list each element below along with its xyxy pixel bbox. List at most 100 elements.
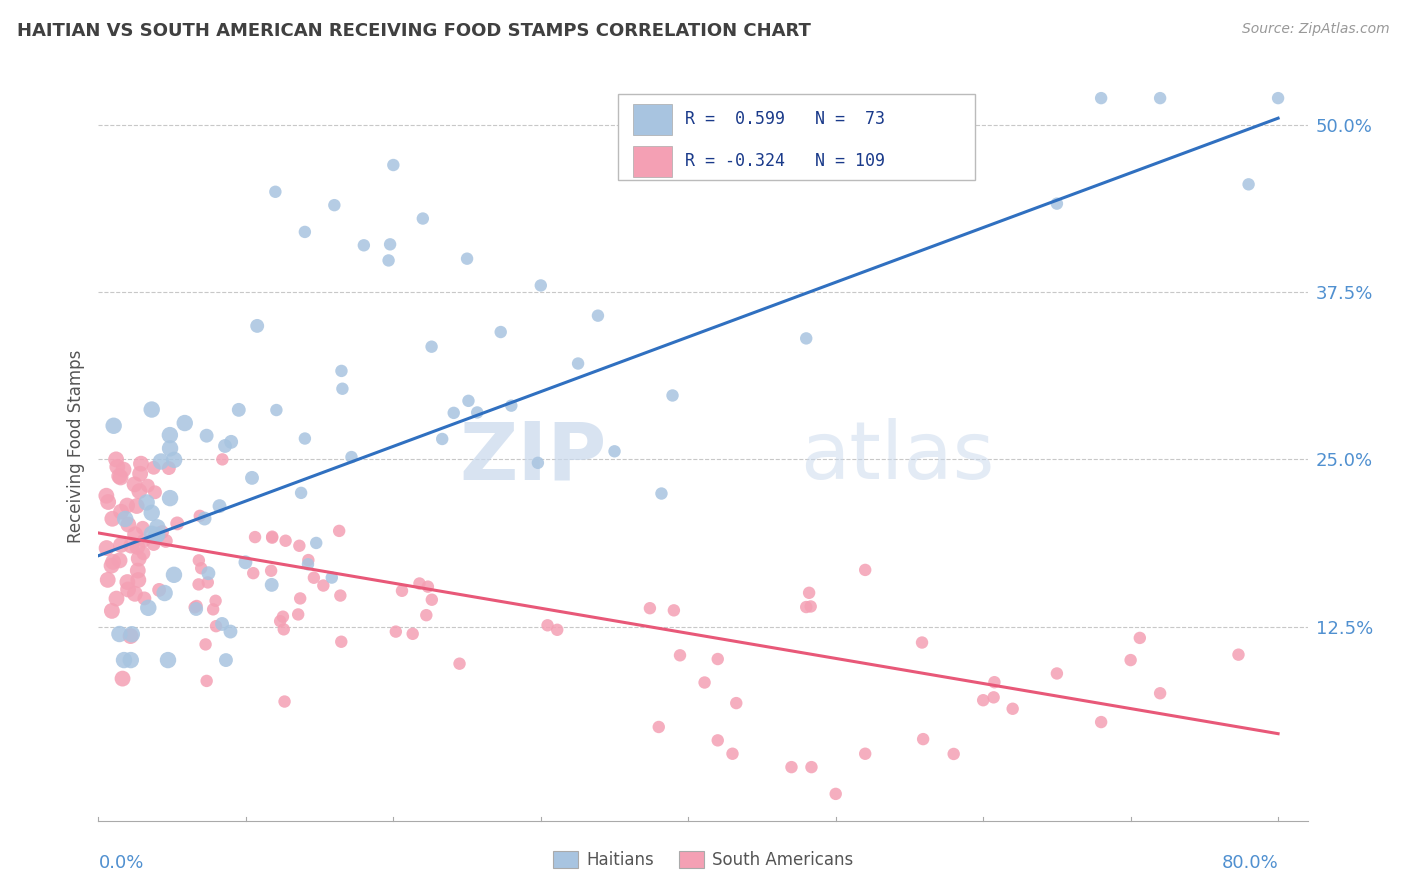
Point	[669, 648, 692, 663]
Point	[163, 567, 186, 582]
FancyBboxPatch shape	[633, 145, 672, 177]
Point	[136, 600, 159, 615]
Text: R = -0.324   N = 109: R = -0.324 N = 109	[685, 152, 884, 169]
Point	[260, 564, 283, 578]
Point	[288, 539, 311, 553]
Point	[567, 357, 589, 371]
Point	[101, 604, 124, 618]
Point	[163, 453, 186, 467]
Point	[377, 253, 399, 268]
Point	[197, 575, 219, 590]
Point	[266, 403, 288, 417]
Point	[824, 787, 846, 801]
Point	[142, 537, 165, 551]
Point	[117, 575, 139, 590]
Y-axis label: Receiving Food Stamps: Receiving Food Stamps	[66, 350, 84, 542]
Point	[412, 211, 434, 226]
Point	[205, 619, 228, 633]
Point	[215, 653, 238, 667]
Point	[260, 578, 283, 592]
Point	[101, 555, 124, 569]
Point	[305, 536, 328, 550]
Point	[297, 558, 319, 572]
Point	[1119, 653, 1142, 667]
Point	[330, 634, 353, 648]
Point	[536, 618, 558, 632]
Point	[780, 760, 803, 774]
Point	[211, 617, 233, 632]
Point	[330, 364, 353, 378]
Point	[159, 428, 181, 442]
Point	[112, 462, 135, 476]
Point	[1149, 91, 1171, 105]
Point	[146, 528, 169, 542]
Point	[148, 582, 170, 597]
Point	[983, 690, 1005, 705]
Point	[800, 599, 823, 614]
Point	[219, 624, 242, 639]
Point	[136, 479, 159, 493]
Point	[290, 486, 312, 500]
Point	[797, 586, 820, 600]
Point	[972, 693, 994, 707]
Point	[262, 530, 284, 544]
Point	[501, 399, 523, 413]
Point	[706, 733, 728, 747]
Point	[128, 551, 150, 566]
Point	[195, 428, 218, 442]
Point	[186, 602, 208, 616]
Point	[219, 434, 242, 449]
Point	[294, 432, 316, 446]
Text: Source: ZipAtlas.com: Source: ZipAtlas.com	[1241, 22, 1389, 37]
Point	[120, 653, 142, 667]
Point	[527, 456, 550, 470]
Point	[240, 471, 263, 485]
Point	[157, 461, 180, 475]
Point	[129, 457, 152, 471]
Point	[638, 601, 661, 615]
Point	[145, 528, 167, 542]
Point	[155, 533, 177, 548]
Point	[297, 553, 319, 567]
Point	[465, 405, 488, 419]
Point	[183, 600, 205, 615]
Point	[141, 506, 163, 520]
Point	[228, 402, 250, 417]
Point	[208, 499, 231, 513]
Point	[197, 566, 219, 581]
Point	[242, 566, 264, 581]
Point	[120, 629, 142, 643]
Point	[911, 635, 934, 649]
Point	[96, 541, 118, 555]
Point	[131, 521, 153, 535]
Point	[173, 416, 195, 430]
Point	[146, 520, 169, 534]
Point	[110, 538, 132, 552]
Point	[420, 340, 443, 354]
Point	[1046, 196, 1069, 211]
Point	[1001, 702, 1024, 716]
Point	[391, 583, 413, 598]
Point	[942, 747, 965, 761]
Point	[302, 571, 325, 585]
Point	[111, 672, 134, 686]
Point	[204, 594, 226, 608]
Point	[274, 533, 297, 548]
Point	[127, 573, 149, 587]
Point	[794, 600, 817, 615]
Point	[132, 533, 155, 548]
Point	[1090, 714, 1112, 729]
Point	[353, 238, 375, 252]
Point	[103, 418, 125, 433]
Text: R =  0.599   N =  73: R = 0.599 N = 73	[685, 110, 884, 128]
Text: 0.0%: 0.0%	[98, 855, 143, 872]
Point	[190, 561, 212, 575]
Point	[1129, 631, 1152, 645]
Point	[262, 531, 284, 545]
Point	[1149, 686, 1171, 700]
Point	[332, 382, 354, 396]
Point	[794, 331, 817, 345]
Point	[114, 512, 136, 526]
Point	[101, 512, 124, 526]
Point	[273, 694, 295, 708]
